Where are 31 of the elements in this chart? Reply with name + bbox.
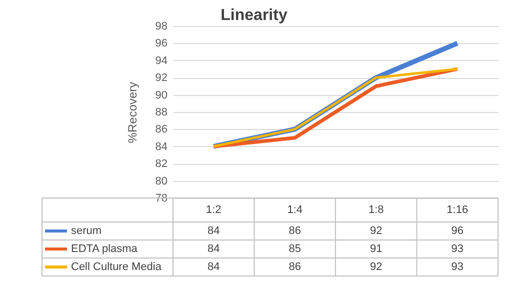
data-label: 84 (208, 225, 220, 237)
data-label: 86 (288, 261, 301, 273)
y-tick-label: 88 (155, 106, 168, 118)
data-label: 86 (288, 225, 301, 237)
y-tick-label: 80 (155, 175, 168, 188)
y-tick-label: 96 (155, 38, 168, 50)
x-tick-label: 1:2 (206, 204, 222, 216)
data-label: 84 (208, 243, 220, 255)
y-tick-label: 94 (155, 54, 168, 67)
x-tick-label: 1:16 (446, 204, 468, 216)
y-tick-label: 86 (155, 124, 168, 136)
data-label: 92 (370, 225, 382, 237)
y-tick-label: 82 (155, 158, 168, 170)
data-label: 93 (451, 261, 464, 273)
data-label: 96 (451, 225, 464, 237)
y-tick-label: 98 (155, 20, 168, 32)
y-axis-title: %Recovery (126, 82, 140, 144)
x-tick-label: 1:8 (368, 204, 384, 216)
data-label: 92 (370, 261, 382, 273)
legend-label: serum (71, 225, 102, 237)
data-label: 84 (208, 261, 220, 273)
x-tick-label: 1:4 (287, 204, 303, 216)
chart-title: Linearity (220, 7, 288, 24)
legend-label: Cell Culture Media (71, 261, 162, 273)
data-label: 91 (370, 243, 382, 255)
data-label: 93 (451, 243, 464, 255)
y-tick-label: 90 (155, 89, 168, 102)
data-label: 85 (288, 243, 301, 255)
y-tick-label: 92 (155, 72, 168, 84)
y-tick-label: 84 (155, 140, 168, 153)
legend-label: EDTA plasma (71, 243, 138, 255)
